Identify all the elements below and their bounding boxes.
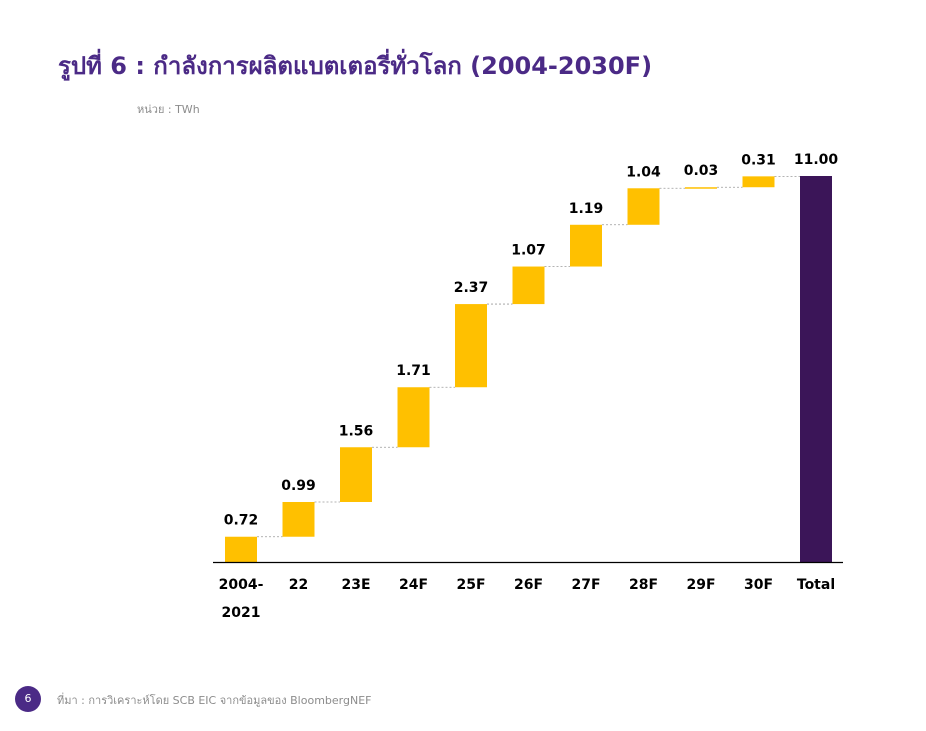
data-label-6: 1.19: [569, 201, 604, 217]
unit-label: หน่วย : TWh: [137, 103, 200, 116]
data-label-7: 1.04: [626, 164, 661, 180]
x-tick-label-8: 29F: [686, 577, 715, 593]
x-tick-label-10: Total: [797, 577, 835, 593]
x-tick-label-3: 24F: [399, 577, 428, 593]
data-label-5: 1.07: [511, 243, 546, 259]
x-tick-label-1: 22: [289, 577, 308, 593]
bar-3: [397, 387, 430, 448]
bar-0: [225, 536, 257, 562]
bar-5: [512, 266, 545, 305]
x-tick-label-2: 23E: [341, 577, 370, 593]
data-label-0: 0.72: [224, 513, 259, 529]
x-tick-label-9: 30F: [744, 577, 773, 593]
x-tick-label-0-1: 2021: [222, 605, 261, 621]
x-tick-label-0-0: 2004-: [219, 577, 264, 593]
bar-9: [742, 176, 775, 188]
source-note: ที่มา : การวิเคราะห์โดย SCB EIC จากข้อมู…: [57, 694, 372, 707]
x-tick-label-6: 27F: [571, 577, 600, 593]
bar-2: [340, 447, 372, 502]
bar-7: [627, 188, 660, 225]
data-label-2: 1.56: [339, 423, 374, 439]
x-tick-label-7: 28F: [629, 577, 658, 593]
page-title: รูปที่ 6 : กำลังการผลิตแบตเตอรี่ทั่วโลก …: [58, 52, 653, 80]
data-label-3: 1.71: [396, 363, 431, 379]
bar-1: [282, 501, 315, 537]
x-tick-label-5: 26F: [514, 577, 543, 593]
data-label-4: 2.37: [454, 280, 489, 296]
bar-4: [455, 304, 487, 388]
data-label-1: 0.99: [281, 478, 316, 494]
data-label-9: 0.31: [741, 152, 776, 168]
bar-8: [685, 187, 717, 189]
x-tick-label-4: 25F: [456, 577, 485, 593]
data-label-10: 11.00: [794, 152, 839, 168]
data-label-8: 0.03: [684, 163, 719, 179]
bar-total: [800, 176, 832, 562]
page-number-badge: 6: [15, 686, 41, 712]
bar-6: [570, 224, 602, 267]
